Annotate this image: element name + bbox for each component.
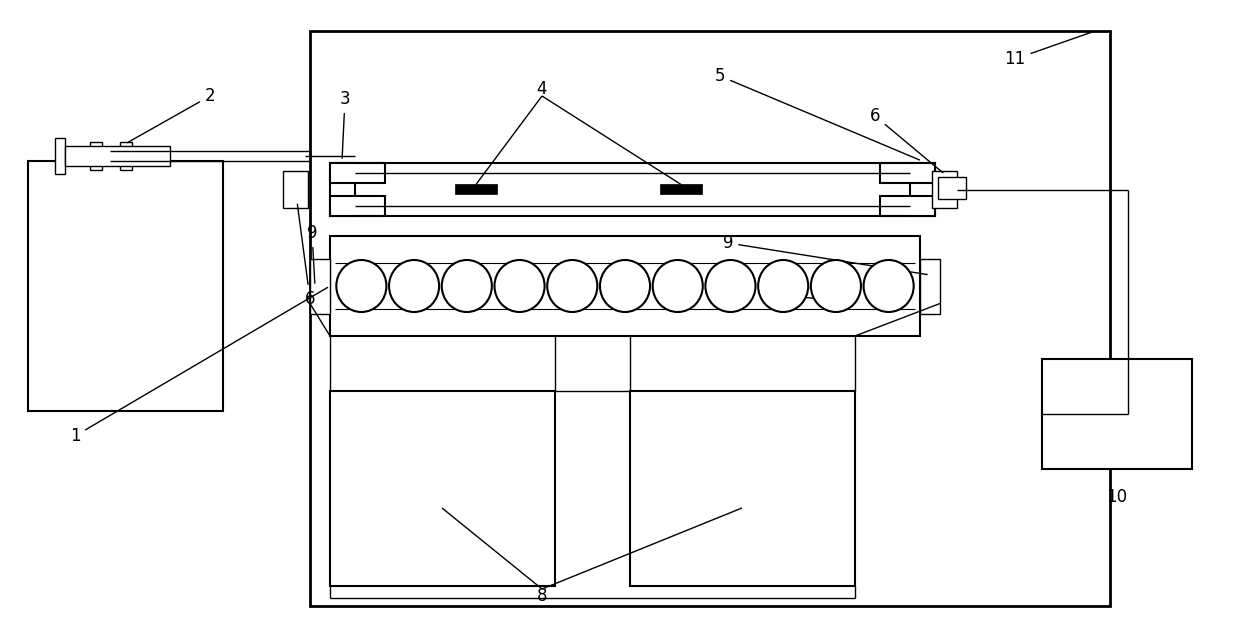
Bar bbox=[910, 163, 935, 216]
Bar bbox=[330, 236, 920, 336]
Text: 7: 7 bbox=[756, 284, 837, 302]
Text: 5: 5 bbox=[714, 67, 919, 160]
Text: 3: 3 bbox=[340, 90, 351, 158]
Ellipse shape bbox=[495, 260, 544, 312]
Ellipse shape bbox=[389, 260, 439, 312]
Ellipse shape bbox=[600, 260, 650, 312]
Bar bbox=[310, 258, 330, 313]
Bar bbox=[880, 163, 935, 183]
Bar bbox=[283, 172, 308, 208]
Text: 6: 6 bbox=[869, 107, 942, 172]
Bar bbox=[64, 146, 170, 166]
Bar bbox=[920, 258, 940, 313]
Bar bbox=[330, 391, 556, 586]
Bar bbox=[937, 177, 966, 199]
Bar bbox=[630, 391, 856, 586]
Bar bbox=[1042, 359, 1192, 469]
Text: 9: 9 bbox=[306, 224, 317, 283]
Ellipse shape bbox=[652, 260, 703, 312]
Text: 11: 11 bbox=[1004, 32, 1092, 68]
Bar bbox=[330, 163, 355, 216]
Bar bbox=[880, 196, 935, 216]
Ellipse shape bbox=[706, 260, 755, 312]
Bar bbox=[330, 163, 384, 183]
Ellipse shape bbox=[758, 260, 808, 312]
Bar bbox=[55, 138, 64, 174]
Text: 4: 4 bbox=[537, 80, 547, 98]
Ellipse shape bbox=[547, 260, 598, 312]
Ellipse shape bbox=[336, 260, 387, 312]
Text: 10: 10 bbox=[1106, 488, 1127, 506]
Text: 6: 6 bbox=[298, 204, 315, 308]
Text: 1: 1 bbox=[69, 287, 327, 445]
Ellipse shape bbox=[441, 260, 492, 312]
Bar bbox=[455, 185, 497, 194]
Text: 2: 2 bbox=[128, 87, 216, 143]
Bar bbox=[310, 31, 1110, 606]
Text: 9: 9 bbox=[723, 234, 928, 274]
Bar bbox=[932, 172, 957, 208]
Ellipse shape bbox=[863, 260, 914, 312]
Bar bbox=[29, 161, 223, 411]
Bar bbox=[91, 142, 102, 170]
Bar bbox=[330, 196, 384, 216]
Ellipse shape bbox=[811, 260, 861, 312]
Bar bbox=[660, 185, 702, 194]
Text: 8: 8 bbox=[537, 587, 547, 605]
Bar bbox=[120, 142, 131, 170]
